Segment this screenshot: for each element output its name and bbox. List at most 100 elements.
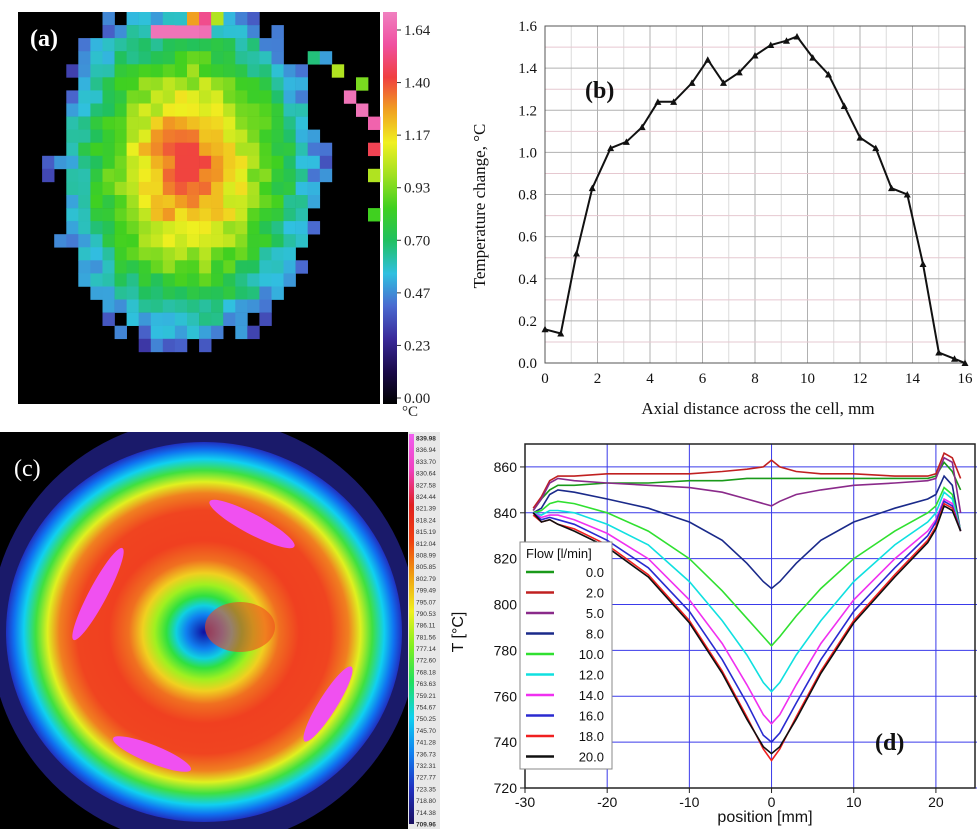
heatmap-cell xyxy=(126,168,139,183)
heatmap-cell xyxy=(174,38,188,52)
heatmap-cell xyxy=(235,168,248,183)
heatmap-cell xyxy=(307,221,321,235)
heatmap-cell xyxy=(295,64,308,78)
chart-b-axes: 0 2 4 6 8 10 12 14 16 0.0 0.2 0.4 0.6 0.8 1.0 1.2 1.4 1.6 xyxy=(518,19,973,387)
chart-b-ytick: 0.2 xyxy=(518,314,537,330)
heatmap-cell xyxy=(271,234,284,248)
heatmap-cell xyxy=(187,247,200,261)
colorbar-c-tick-label: 781.56 xyxy=(416,634,436,641)
heatmap-cell xyxy=(162,247,176,261)
heatmap-cell xyxy=(66,64,79,78)
heatmap-cell xyxy=(271,64,284,78)
heatmap-cell xyxy=(247,221,260,235)
heatmap-cell xyxy=(235,38,248,52)
heatmap-cell xyxy=(90,90,103,104)
colorbar-c-tick-label: 786.11 xyxy=(416,623,436,630)
heatmap-cell xyxy=(114,325,127,340)
heatmap-cell xyxy=(247,325,260,340)
heatmap-cell xyxy=(162,260,176,274)
colorbar-c-tick-label: 727.77 xyxy=(416,775,436,782)
heatmap-cell xyxy=(295,103,308,117)
heatmap-cell xyxy=(114,195,127,209)
chart-d-line-7 xyxy=(532,500,962,744)
heatmap-cell xyxy=(259,129,272,143)
chart-d-line-5 xyxy=(532,490,962,693)
chart-b-point xyxy=(557,330,565,337)
heatmap-cell xyxy=(223,247,236,261)
heatmap-cell xyxy=(199,77,212,91)
panel-d-label: (d) xyxy=(875,730,904,756)
heatmap-cell xyxy=(126,312,139,326)
heatmap-cell xyxy=(150,221,164,235)
heatmap-cell xyxy=(187,181,200,196)
heatmap-cell xyxy=(114,64,127,78)
hotspot-left xyxy=(72,547,124,641)
chart-b-point xyxy=(541,325,549,333)
heatmap-cell xyxy=(114,273,127,287)
colorbar-a-tick-label: 0.47 xyxy=(404,286,431,302)
heatmap-cell xyxy=(90,38,103,52)
heatmap-cell xyxy=(235,77,248,91)
colorbar-c-tick-label: 772.60 xyxy=(416,658,436,665)
chart-b-point xyxy=(783,37,790,44)
heatmap-cell xyxy=(283,247,296,261)
heatmap-cell xyxy=(174,208,188,222)
heatmap-cell xyxy=(90,234,103,248)
heatmap-cell xyxy=(259,116,272,130)
heatmap-cell xyxy=(223,51,236,65)
chart-d-xtick: 20 xyxy=(928,794,944,810)
heatmap-cell xyxy=(174,129,188,143)
heatmap-cell xyxy=(187,64,200,78)
chart-b-point xyxy=(573,249,580,257)
heatmap-cell xyxy=(223,195,236,209)
heatmap-cell xyxy=(90,260,103,274)
heatmap-cell xyxy=(150,325,164,340)
panel-d-chart: -30 -20 -10 0 10 20 720 740 760 780 800 820 840 860 F… xyxy=(445,432,977,829)
heatmap-cell xyxy=(307,168,321,183)
heatmap-cell xyxy=(247,103,260,117)
colorbar-c-tick-label: 815.19 xyxy=(416,529,436,536)
heatmap-cell xyxy=(247,208,260,222)
chart-b-point xyxy=(588,184,596,192)
colorbar-c-tick-label: 759.21 xyxy=(416,693,436,700)
heatmap-cell xyxy=(138,221,152,235)
heatmap-cell xyxy=(102,221,115,235)
heatmap-cell xyxy=(150,234,164,248)
panel-a-label: (a) xyxy=(30,26,58,52)
heatmap-cell xyxy=(138,299,152,313)
heatmap-cell xyxy=(199,208,212,222)
heatmap-cell xyxy=(138,208,152,222)
heatmap-cell xyxy=(368,208,381,222)
heatmap-cell xyxy=(199,64,212,78)
heatmap-cell xyxy=(126,129,139,143)
colorbar-c-ticks: 839.98 836.94 833.70 830.64 827.58 824.44 821.… xyxy=(416,436,436,829)
heatmap-cell xyxy=(307,142,321,157)
heatmap-cell xyxy=(247,195,260,209)
chart-b-xtick: 10 xyxy=(800,371,815,387)
heatmap-cell xyxy=(90,286,103,300)
heatmap-cell xyxy=(90,168,103,183)
heatmap-cell xyxy=(211,90,224,104)
heatmap-cell xyxy=(271,221,284,235)
chart-b-series xyxy=(541,33,969,366)
hotspot-right xyxy=(303,666,353,742)
heatmap-cell xyxy=(259,64,272,78)
heatmap-cell xyxy=(114,38,127,52)
heatmap-cell xyxy=(126,142,139,157)
colorbar-c-tick-label: 723.35 xyxy=(416,786,436,793)
chart-d-line-3 xyxy=(532,474,962,590)
chart-d-axes: -30 -20 -10 0 10 20 720 740 760 780 800 820 840 860 xyxy=(494,443,976,810)
chart-d-xtick: 0 xyxy=(768,794,776,810)
heatmap-cell xyxy=(235,51,248,65)
heatmap-cell xyxy=(78,168,91,183)
heatmap-cell xyxy=(247,90,260,104)
heatmap-cell xyxy=(223,116,236,130)
heatmap-cell xyxy=(211,325,224,340)
heatmap-cell xyxy=(247,155,260,170)
heatmap-cell xyxy=(150,208,164,222)
heatmap-cell xyxy=(187,129,200,143)
heatmap-cell xyxy=(162,142,176,157)
chart-d-ytick: 780 xyxy=(494,642,518,658)
chart-b-ytick: 1.6 xyxy=(518,19,537,35)
heatmap-cell xyxy=(319,51,333,65)
